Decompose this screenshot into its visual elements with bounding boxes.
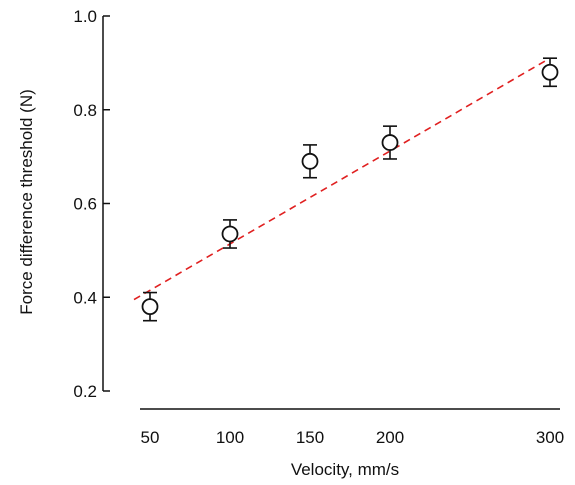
x-tick-label: 200 [376,428,404,447]
fit-line-layer [133,57,551,301]
data-point [381,125,399,160]
fit-line [133,57,551,301]
x-tick-label: 300 [536,428,564,447]
x-tick-label: 50 [141,428,160,447]
point-marker [541,63,559,81]
y-tick-label: 0.6 [73,195,97,214]
point-marker [301,152,319,170]
data-point [141,291,159,322]
x-tick-label: 150 [296,428,324,447]
y-tick-label: 0.2 [73,382,97,401]
y-axis: 0.2 0.4 0.6 0.8 1.0 [73,7,110,401]
point-marker [141,298,159,316]
y-tick-label: 0.8 [73,101,97,120]
y-axis-label: Force difference threshold (N) [17,89,36,315]
x-tick-label: 100 [216,428,244,447]
point-marker [221,225,239,243]
data-point [221,219,239,249]
data-points [141,57,559,322]
y-tick-label: 1.0 [73,7,97,26]
x-axis: 50 100 150 200 300 [140,408,564,447]
x-axis-label: Velocity, mm/s [291,460,399,479]
data-point [301,144,319,179]
data-point [541,57,559,88]
point-marker [381,134,399,151]
y-tick-label: 0.4 [73,288,97,307]
